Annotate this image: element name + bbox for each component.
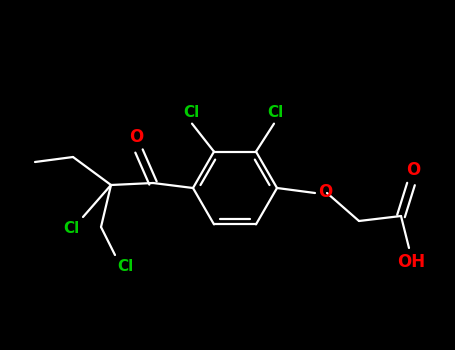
Text: O: O xyxy=(129,128,143,146)
Text: O: O xyxy=(318,183,332,201)
Text: Cl: Cl xyxy=(63,221,79,236)
Text: O: O xyxy=(406,161,420,179)
Text: Cl: Cl xyxy=(267,105,283,120)
Text: Cl: Cl xyxy=(117,259,133,274)
Text: OH: OH xyxy=(397,253,425,271)
Text: Cl: Cl xyxy=(183,105,199,120)
